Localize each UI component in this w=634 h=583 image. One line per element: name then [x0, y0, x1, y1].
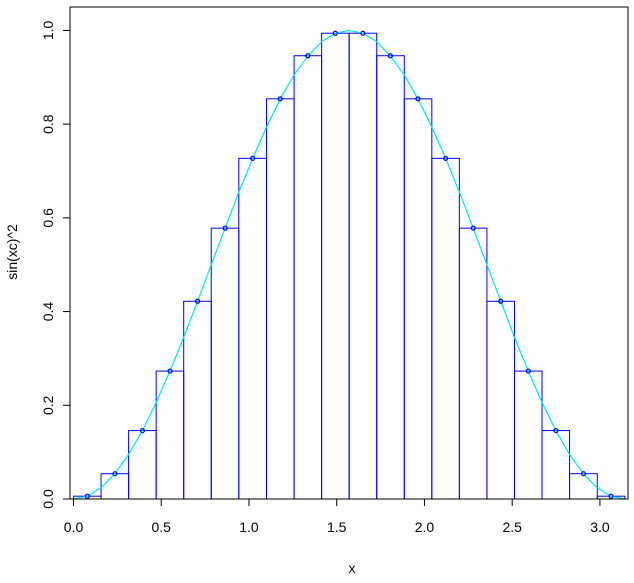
rectangle [541, 430, 571, 500]
rectangle [100, 473, 130, 500]
point [277, 96, 283, 102]
point [139, 427, 146, 434]
rectangle [266, 98, 295, 500]
rectangle [403, 98, 433, 500]
rectangle [210, 227, 240, 500]
rectangle [238, 157, 268, 500]
rectangle [569, 473, 598, 500]
rectangle [513, 370, 543, 500]
point [194, 298, 201, 304]
rectangle [293, 55, 323, 500]
point [553, 427, 559, 434]
point [498, 298, 504, 304]
y-tick-label: 0.4 [40, 302, 56, 322]
point [222, 225, 228, 231]
point [608, 493, 614, 499]
x-tick-label: 0.0 [64, 519, 84, 535]
rectangle [348, 32, 378, 500]
y-tick-label: 0.8 [40, 114, 56, 134]
curve [73, 29, 625, 500]
rectangle [486, 300, 515, 500]
x-tick-label: 0.5 [152, 519, 172, 535]
rectangle [376, 55, 405, 500]
point [250, 155, 256, 161]
point [167, 368, 173, 374]
x-tick-label: 2.5 [502, 519, 522, 535]
x-tick-label: 1.5 [327, 519, 347, 535]
point [580, 471, 587, 477]
y-axis-label: sin(xc)^2 [4, 224, 20, 280]
y-tick-label: 0.6 [40, 208, 56, 228]
point [470, 225, 476, 231]
y-tick-label: 0.0 [40, 489, 56, 509]
point [443, 155, 449, 161]
point [84, 493, 90, 499]
point [387, 53, 394, 59]
x-axis-label: x [349, 560, 356, 576]
point [332, 30, 338, 36]
rectangle [183, 300, 212, 500]
y-tick-label: 1.0 [40, 20, 56, 40]
rectangle [458, 227, 488, 500]
point [415, 96, 421, 102]
rectangle [155, 370, 185, 500]
rectangle [431, 157, 460, 500]
x-tick-label: 3.0 [590, 519, 610, 535]
point [360, 30, 366, 36]
point [305, 53, 311, 59]
x-tick-label: 1.0 [239, 519, 259, 535]
x-tick-label: 2.0 [415, 519, 435, 535]
rectangle [128, 430, 157, 500]
rectangle [321, 32, 350, 500]
y-tick-label: 0.2 [40, 395, 56, 415]
point [112, 471, 118, 477]
point [525, 368, 531, 374]
